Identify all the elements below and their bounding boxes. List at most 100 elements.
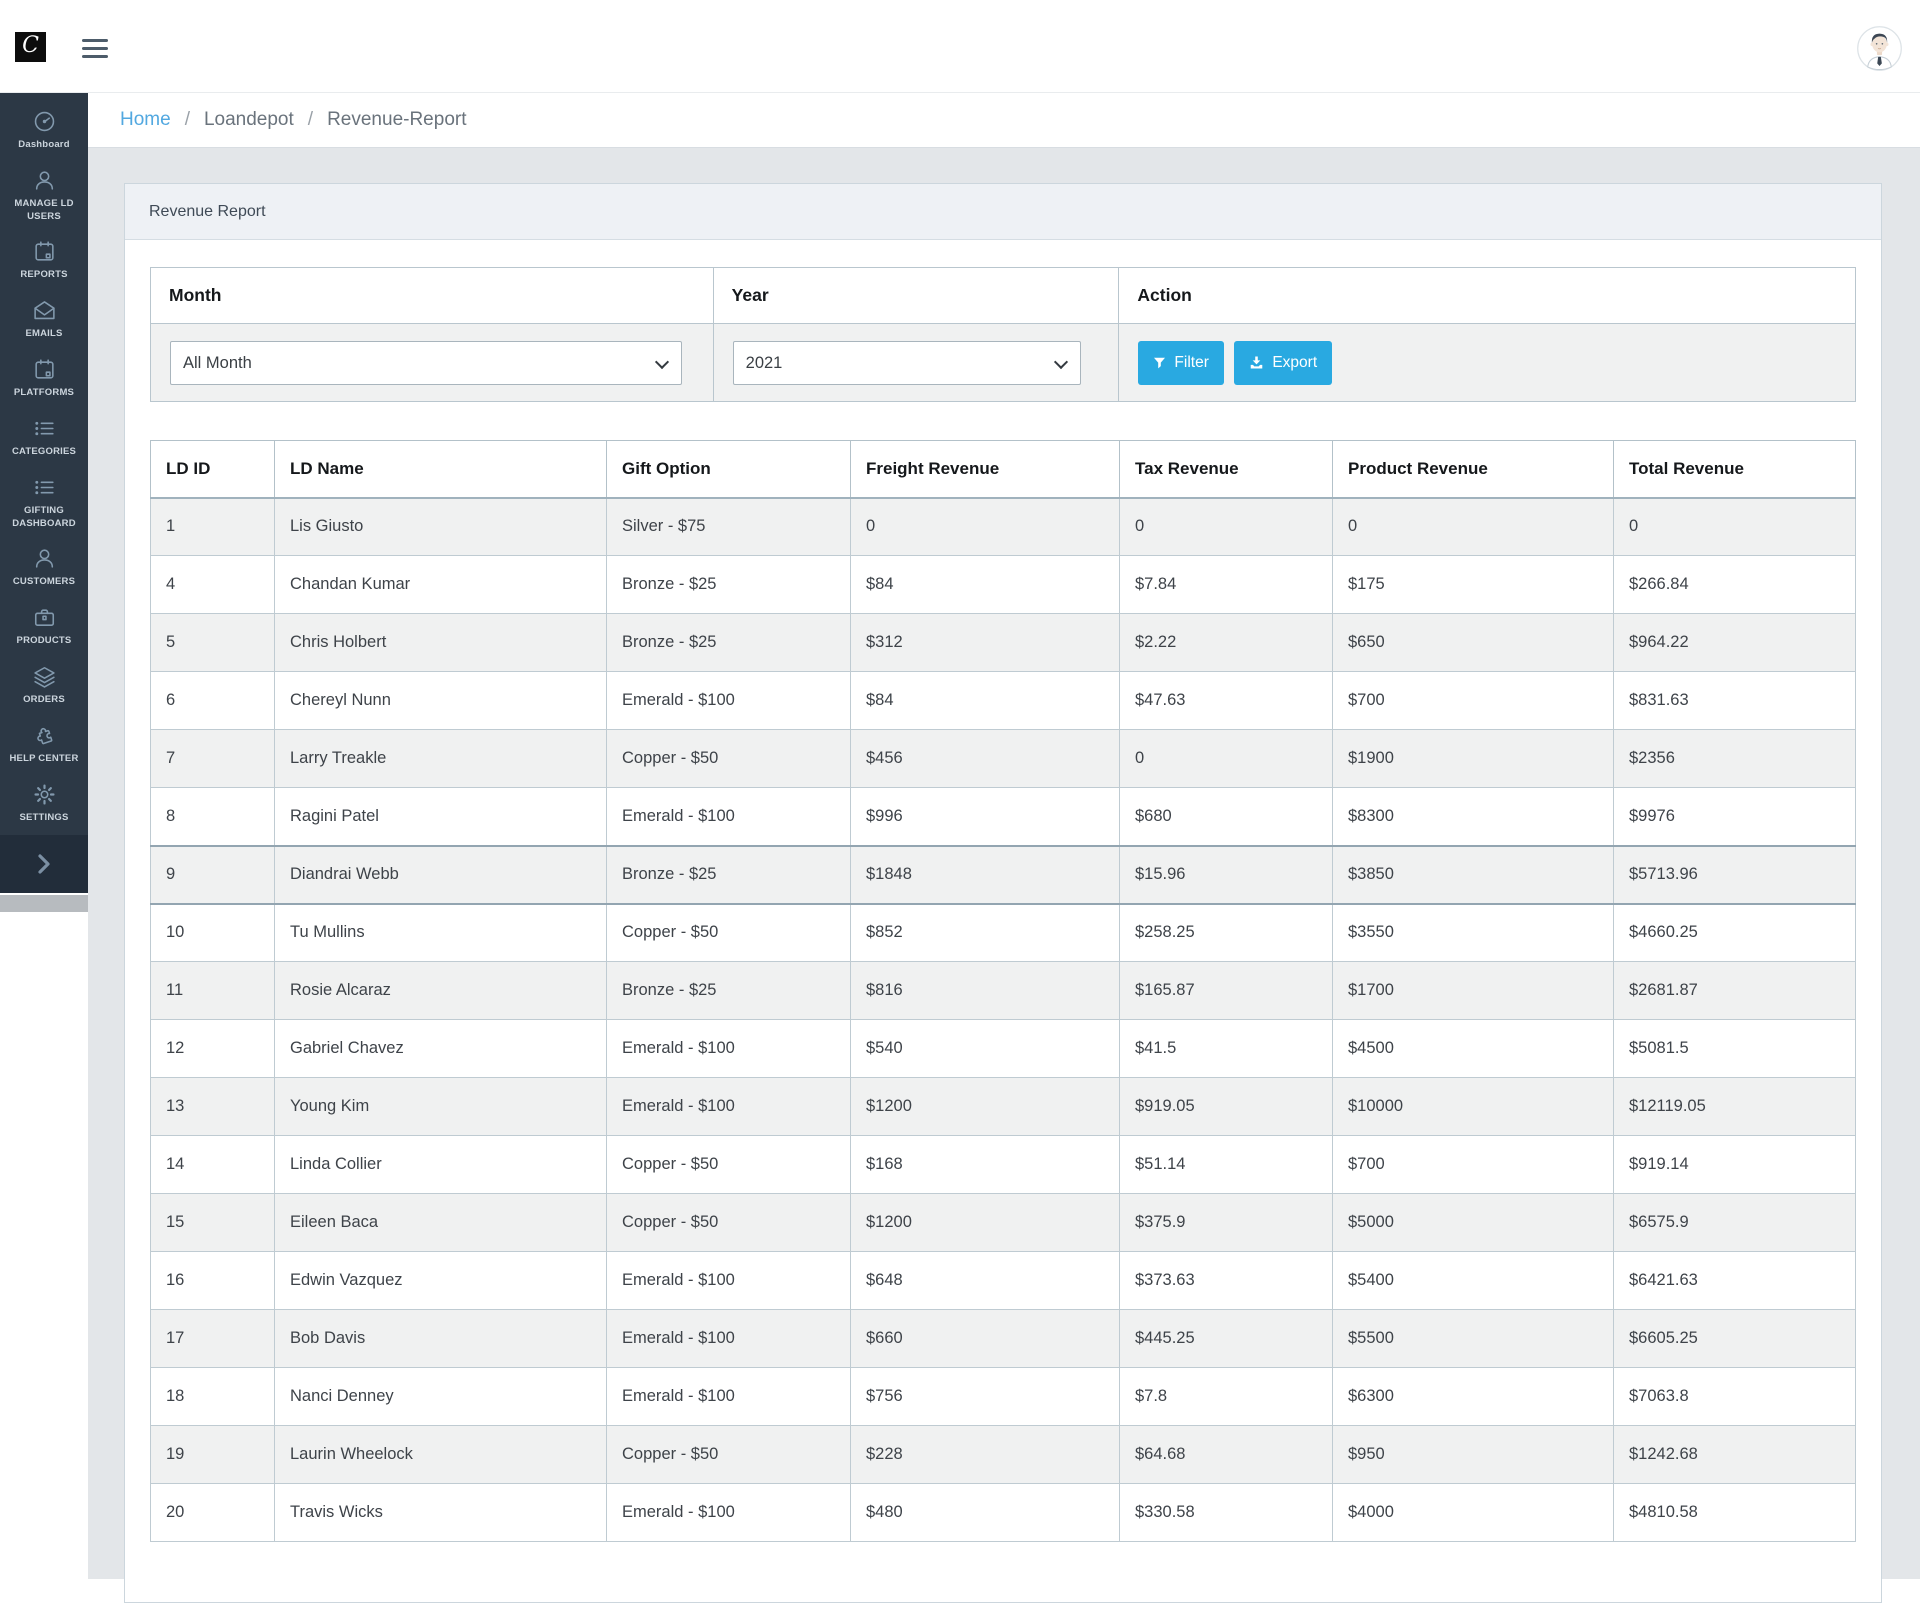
table-cell: Emerald - $100 (606, 1483, 851, 1542)
table-cell: $168 (850, 1135, 1120, 1194)
sidebar-item-label: REPORTS (20, 269, 68, 281)
breadcrumb-item-home[interactable]: Home (120, 109, 171, 130)
sidebar-nav: Dashboard MANAGE LD USERS REPORTS EMAILS PLA… (0, 93, 88, 832)
table-row: 13 Young Kim Emerald - $100 $1200 $919.05 $10… (150, 1077, 1856, 1136)
sidebar-item-dashboard[interactable]: Dashboard (0, 101, 88, 160)
export-button[interactable]: Export (1234, 340, 1333, 385)
sidebar-item-categories[interactable]: CATEGORIES (0, 408, 88, 467)
table-cell: 5 (150, 613, 275, 672)
sidebar-item-reports[interactable]: REPORTS (0, 231, 88, 290)
table-cell: 9 (150, 844, 275, 905)
filter-button-label: Filter (1174, 353, 1209, 371)
chevron-right-icon (38, 854, 50, 874)
top-bar: C (0, 0, 1920, 93)
table-cell: Gabriel Chavez (274, 1019, 607, 1078)
sidebar-item-emails[interactable]: EMAILS (0, 290, 88, 349)
table-cell: $7063.8 (1613, 1367, 1856, 1426)
card-body: Month Year Action All Month 2021 (125, 240, 1881, 1602)
table-cell: $64.68 (1119, 1425, 1333, 1484)
table-cell: $266.84 (1613, 555, 1856, 614)
list-icon (32, 416, 57, 441)
table-cell: $4660.25 (1613, 903, 1856, 962)
table-row: 1 Lis Giusto Silver - $75 0 0 0 0 (150, 497, 1856, 556)
table-cell: 16 (150, 1251, 275, 1310)
filter-button[interactable]: Filter (1138, 340, 1224, 385)
table-row: 4 Chandan Kumar Bronze - $25 $84 $7.84 $175 $2… (150, 555, 1856, 614)
table-row: 17 Bob Davis Emerald - $100 $660 $445.25 $550… (150, 1309, 1856, 1368)
table-cell: $51.14 (1119, 1135, 1333, 1194)
table-cell: 11 (150, 961, 275, 1020)
table-cell: $5000 (1332, 1193, 1614, 1252)
table-cell: Chandan Kumar (274, 555, 607, 614)
sidebar-item-customers[interactable]: CUSTOMERS (0, 538, 88, 597)
table-cell: $1848 (850, 844, 1120, 905)
table-cell: 0 (1119, 497, 1333, 556)
sidebar-item-label: EMAILS (25, 328, 63, 340)
table-cell: $660 (850, 1309, 1120, 1368)
table-cell: 1 (150, 497, 275, 556)
month-select[interactable]: All Month (170, 340, 682, 385)
calendar-icon (32, 239, 57, 264)
sidebar-item-products[interactable]: PRODUCTS (0, 597, 88, 656)
month-cell: All Month (150, 323, 714, 402)
year-select-wrap: 2021 (732, 340, 1081, 385)
table-cell: $456 (850, 729, 1120, 788)
table-cell: $330.58 (1119, 1483, 1333, 1542)
briefcase-icon (32, 605, 57, 630)
table-cell: $5500 (1332, 1309, 1614, 1368)
table-cell: $6421.63 (1613, 1251, 1856, 1310)
table-row: 7 Larry Treakle Copper - $50 $456 0 $1900 $235… (150, 729, 1856, 788)
sidebar-item-gifting-dashboard[interactable]: GIFTING DASHBOARD (0, 467, 88, 539)
sidebar-item-help-center[interactable]: HELP CENTER (0, 715, 88, 774)
table-cell: Emerald - $100 (606, 671, 851, 730)
breadcrumb-item-loandepot: Loandepot (203, 109, 294, 130)
table-cell: $700 (1332, 1135, 1614, 1194)
table-cell: 20 (150, 1483, 275, 1542)
table-cell: $12119.05 (1613, 1077, 1856, 1136)
table-cell: Edwin Vazquez (274, 1251, 607, 1310)
table-cell: $5713.96 (1613, 844, 1856, 905)
column-header: Product Revenue (1332, 440, 1614, 499)
table-cell: $950 (1332, 1425, 1614, 1484)
export-button-label: Export (1272, 353, 1318, 371)
user-avatar[interactable] (1857, 26, 1902, 71)
sidebar-item-settings[interactable]: SETTINGS (0, 774, 88, 833)
table-cell: 14 (150, 1135, 275, 1194)
sidebar-item-label: PLATFORMS (13, 387, 75, 399)
table-cell: $175 (1332, 555, 1614, 614)
hamburger-menu-icon[interactable] (82, 39, 108, 58)
table-cell: $84 (850, 555, 1120, 614)
year-cell: 2021 (712, 323, 1120, 402)
sidebar-item-manage-ld-users[interactable]: MANAGE LD USERS (0, 160, 88, 232)
table-cell: $4810.58 (1613, 1483, 1856, 1542)
sidebar-scrollbar[interactable] (0, 895, 88, 912)
year-select[interactable]: 2021 (732, 340, 1081, 385)
calendar-icon (32, 357, 57, 382)
table-cell: 8 (150, 787, 275, 846)
table-cell: Emerald - $100 (606, 1077, 851, 1136)
table-cell: Lis Giusto (274, 497, 607, 556)
table-cell: $375.9 (1119, 1193, 1333, 1252)
table-cell: $15.96 (1119, 844, 1333, 905)
sidebar-collapse-button[interactable] (0, 835, 88, 893)
table-row: 14 Linda Collier Copper - $50 $168 $51.14 $70… (150, 1135, 1856, 1194)
table-cell: $5081.5 (1613, 1019, 1856, 1078)
breadcrumb-item-revenue-report: Revenue-Report (327, 109, 467, 130)
table-cell: $650 (1332, 613, 1614, 672)
table-cell: $964.22 (1613, 613, 1856, 672)
table-cell: Emerald - $100 (606, 1309, 851, 1368)
table-cell: Diandrai Webb (274, 844, 607, 905)
table-cell: Chris Holbert (274, 613, 607, 672)
month-select-wrap: All Month (170, 340, 682, 385)
table-cell: $7.8 (1119, 1367, 1333, 1426)
sidebar-item-platforms[interactable]: PLATFORMS (0, 349, 88, 408)
sidebar-item-orders[interactable]: ORDERS (0, 656, 88, 715)
table-cell: Chereyl Nunn (274, 671, 607, 730)
action-column-label: Action (1118, 267, 1856, 324)
table-cell: 18 (150, 1367, 275, 1426)
action-cell: Filter Export (1118, 323, 1856, 402)
table-cell: Bronze - $25 (606, 613, 851, 672)
revenue-table: LD ID LD Name Gift Option Freight Revenue Ta… (150, 440, 1856, 1542)
table-cell: $680 (1119, 787, 1333, 846)
app-logo: C (15, 32, 46, 62)
